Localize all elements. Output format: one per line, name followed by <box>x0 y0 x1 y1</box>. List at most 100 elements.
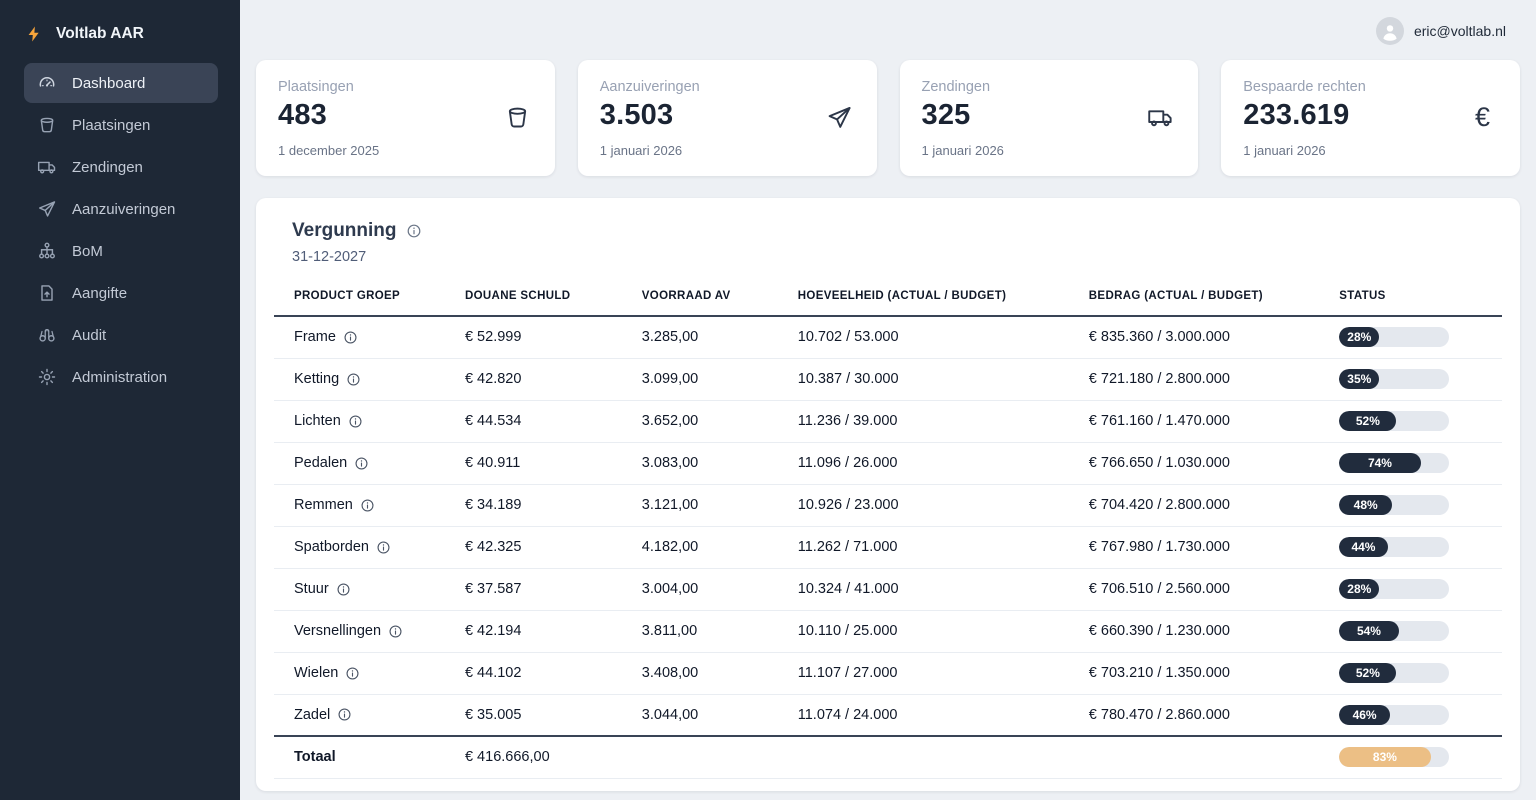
status-bar-fill: 74% <box>1339 453 1421 473</box>
sidebar-item-aanzuiveringen[interactable]: Aanzuiveringen <box>24 189 218 229</box>
table-row: Zadel € 35.005 3.044,00 11.074 / 24.000 € 78… <box>274 694 1502 737</box>
status-bar-track: 44% <box>1339 537 1450 557</box>
douane-schuld: € 34.189 <box>456 484 634 527</box>
info-icon[interactable] <box>343 330 358 345</box>
stat-date: 1 januari 2026 <box>599 143 683 158</box>
hoeveelheid: 11.107 / 27.000 <box>789 652 1081 695</box>
douane-schuld: € 44.534 <box>456 400 634 443</box>
send-icon <box>826 104 853 131</box>
voorraad-av: 3.652,00 <box>633 400 790 443</box>
stat-card-aanzuiveringen: Aanzuiveringen 3.503 1 januari 2026 <box>577 60 877 176</box>
bedrag: € 721.180 / 2.800.000 <box>1080 358 1332 401</box>
column-header-2: VOORRAAD AV <box>633 280 790 317</box>
euro-icon: € <box>1474 102 1491 132</box>
status-bar-fill: 52% <box>1339 411 1397 431</box>
hoeveelheid: 11.096 / 26.000 <box>789 442 1081 485</box>
hoeveelheid: 11.074 / 24.000 <box>789 694 1081 737</box>
user-email: eric@voltlab.nl <box>1413 23 1506 39</box>
stat-date: 1 januari 2026 <box>1243 143 1326 158</box>
sidebar-item-plaatsingen[interactable]: Plaatsingen <box>24 105 218 145</box>
info-icon[interactable] <box>376 540 391 555</box>
sidebar-item-label: Administration <box>72 368 168 386</box>
sidebar-item-label: Audit <box>72 326 107 344</box>
status-bar-track: 35% <box>1339 369 1450 389</box>
table-row: Pedalen € 40.911 3.083,00 11.096 / 26.000 € … <box>274 442 1502 485</box>
status-bar-track: 28% <box>1339 579 1450 599</box>
voorraad-av: 3.811,00 <box>633 610 790 653</box>
voorraad-av: 3.285,00 <box>633 316 790 359</box>
sidebar-item-label: Aangifte <box>72 284 128 302</box>
user-menu[interactable]: eric@voltlab.nl <box>1375 17 1506 45</box>
info-icon[interactable] <box>354 456 369 471</box>
voorraad-av: 3.004,00 <box>633 568 790 611</box>
product-name: Stuur <box>294 581 329 597</box>
table-total-row: Totaal € 416.666,00 83% <box>274 735 1502 779</box>
info-icon[interactable] <box>336 582 351 597</box>
stat-value: 233.619 <box>1243 99 1350 131</box>
gear-icon <box>37 367 57 387</box>
hoeveelheid: 10.110 / 25.000 <box>789 610 1081 653</box>
user-avatar-icon <box>1375 17 1404 45</box>
status-bar-track: 48% <box>1339 495 1450 515</box>
hoeveelheid: 11.236 / 39.000 <box>789 400 1081 443</box>
status: 35% <box>1331 358 1502 401</box>
sidebar-item-label: Dashboard <box>72 74 146 92</box>
bedrag: € 761.160 / 1.470.000 <box>1080 400 1332 443</box>
status-bar-fill: 54% <box>1339 621 1399 641</box>
info-icon[interactable] <box>337 707 352 722</box>
hoeveelheid: 10.926 / 23.000 <box>789 484 1081 527</box>
bedrag: € 660.390 / 1.230.000 <box>1080 610 1332 653</box>
table-row: Versnellingen € 42.194 3.811,00 10.110 / 25… <box>274 610 1502 653</box>
sidebar-item-aangifte[interactable]: Aangifte <box>24 273 218 313</box>
table-row: Frame € 52.999 3.285,00 10.702 / 53.000 € 83… <box>274 316 1502 359</box>
bedrag: € 835.360 / 3.000.000 <box>1080 316 1332 359</box>
sidebar-item-administration[interactable]: Administration <box>24 357 218 397</box>
status: 52% <box>1331 652 1502 695</box>
stat-label: Plaatsingen <box>278 79 354 95</box>
sidebar-item-bom[interactable]: BoM <box>24 231 218 271</box>
total-status: 83% <box>1331 735 1502 779</box>
voorraad-av: 3.408,00 <box>633 652 790 695</box>
status: 48% <box>1331 484 1502 527</box>
status: 28% <box>1331 568 1502 611</box>
status-bar-track: 52% <box>1339 663 1450 683</box>
bedrag: € 704.420 / 2.800.000 <box>1080 484 1332 527</box>
info-icon[interactable] <box>360 498 375 513</box>
status: 46% <box>1331 694 1502 737</box>
brand-name: Voltlab AAR <box>56 25 144 42</box>
douane-schuld: € 52.999 <box>456 316 634 359</box>
stat-label: Bespaarde rechten <box>1243 79 1366 95</box>
sidebar-item-dashboard[interactable]: Dashboard <box>24 63 218 103</box>
info-icon[interactable] <box>346 372 361 387</box>
status-bar-track: 52% <box>1339 411 1450 431</box>
product-name: Zadel <box>294 706 331 723</box>
bedrag: € 780.470 / 2.860.000 <box>1080 694 1332 737</box>
sidebar-item-audit[interactable]: Audit <box>24 315 218 355</box>
douane-schuld: € 44.102 <box>456 652 634 695</box>
status-bar-fill: 52% <box>1339 663 1397 683</box>
brand: Voltlab AAR <box>0 0 240 62</box>
gauge-icon <box>37 73 57 93</box>
hoeveelheid: 11.262 / 71.000 <box>789 526 1081 569</box>
info-icon[interactable] <box>406 223 422 239</box>
product-name: Spatborden <box>294 539 369 555</box>
voorraad-av: 4.182,00 <box>633 526 790 569</box>
bucket-icon <box>504 104 531 131</box>
sidebar-nav: Dashboard Plaatsingen Zendingen Aanzuiverin… <box>0 62 240 399</box>
info-icon[interactable] <box>345 666 360 681</box>
column-header-5: STATUS <box>1331 280 1502 317</box>
vergunning-table: PRODUCT GROEP DOUANE SCHULD VOORRAAD AV HOE… <box>274 280 1502 779</box>
product-name: Remmen <box>294 497 353 513</box>
status-bar-fill: 28% <box>1339 579 1380 599</box>
product-name: Wielen <box>294 665 339 681</box>
product-name: Versnellingen <box>294 623 382 639</box>
sidebar-item-zendingen[interactable]: Zendingen <box>24 147 218 187</box>
voorraad-av: 3.044,00 <box>633 694 790 737</box>
stats-row: Plaatsingen 483 1 december 2025 Aanzuiverin… <box>256 60 1520 176</box>
sidebar-item-label: BoM <box>72 242 103 260</box>
info-icon[interactable] <box>388 624 403 639</box>
status-bar-track: 54% <box>1339 621 1450 641</box>
info-icon[interactable] <box>348 414 363 429</box>
card-title: Vergunning <box>292 220 397 241</box>
vergunning-card: Vergunning 31-12-2027 PRODUCT GROEP DOUAN… <box>256 198 1520 791</box>
